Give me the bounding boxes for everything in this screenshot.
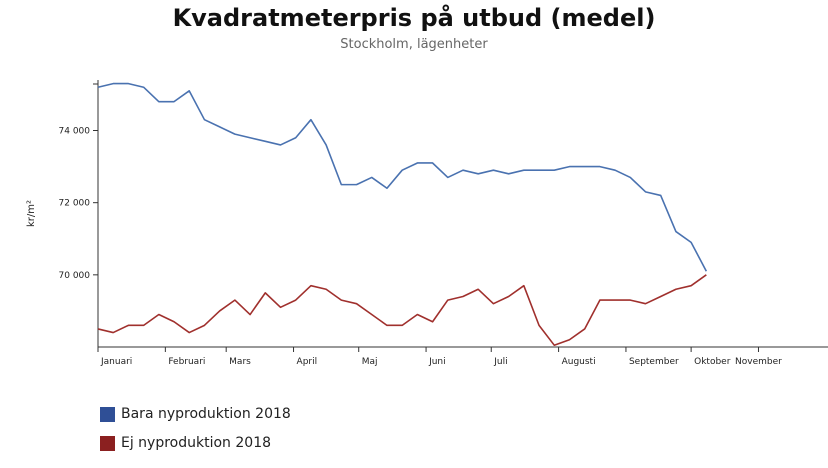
series-line-1 bbox=[97, 274, 707, 346]
y-tick-label: 70 000 bbox=[59, 271, 91, 281]
y-ticks: 70 000 72 000 74 000 bbox=[59, 83, 98, 281]
series-line-0 bbox=[97, 82, 708, 272]
x-tick-label: Augusti bbox=[562, 357, 596, 367]
legend-swatch bbox=[100, 406, 115, 422]
plot-area: kr/m² 70 000 72 000 74 000 Januari Februari… bbox=[26, 80, 828, 367]
x-tick-label: Juni bbox=[428, 357, 446, 367]
x-tick-label: September bbox=[629, 357, 679, 367]
x-tick-label: Februari bbox=[168, 357, 205, 367]
legend-item-ej-nyproduktion: Ej nyproduktion 2018 bbox=[100, 433, 291, 453]
chart-subtitle: Stockholm, lägenheter bbox=[340, 37, 488, 52]
x-tick-label: Januari bbox=[100, 357, 132, 367]
x-tick-label: Juli bbox=[493, 357, 507, 367]
y-tick-label: 74 000 bbox=[59, 127, 91, 137]
x-tick-label: April bbox=[297, 357, 318, 367]
legend: Bara nyproduktion 2018 Ej nyproduktion 2… bbox=[100, 404, 291, 462]
legend-label: Bara nyproduktion 2018 bbox=[121, 406, 291, 422]
legend-swatch bbox=[100, 435, 115, 451]
x-tick-label: Oktober bbox=[694, 357, 731, 367]
x-tick-label: Maj bbox=[362, 357, 378, 367]
y-axis-label: kr/m² bbox=[26, 200, 37, 227]
x-tick-label: November bbox=[735, 357, 782, 367]
chart-title: Kvadratmeterpris på utbud (medel) bbox=[172, 4, 656, 32]
legend-item-bara-nyproduktion: Bara nyproduktion 2018 bbox=[100, 404, 291, 424]
y-tick-label: 72 000 bbox=[59, 199, 91, 209]
x-tick-label: Mars bbox=[229, 357, 251, 367]
legend-label: Ej nyproduktion 2018 bbox=[121, 435, 272, 451]
x-ticks: Januari Februari Mars April Maj Juni Juli Augus… bbox=[97, 347, 782, 367]
series-layer bbox=[97, 82, 708, 346]
